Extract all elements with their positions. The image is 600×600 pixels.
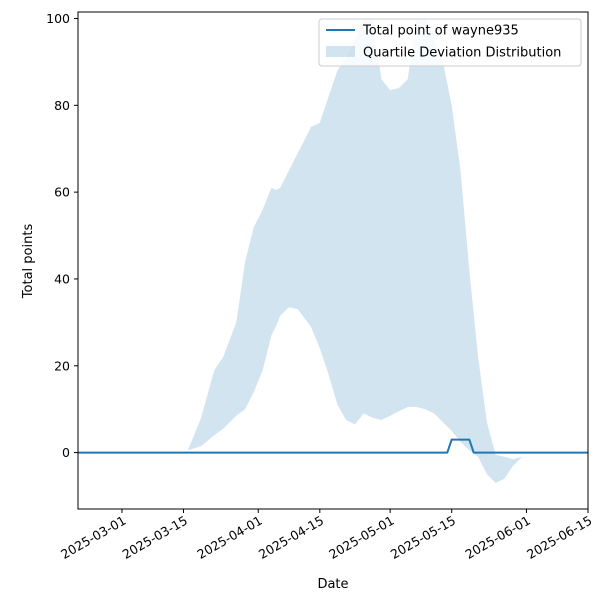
plot-area — [78, 18, 588, 483]
series-line — [78, 438, 588, 454]
legend-entry-line: Total point of wayne935 — [362, 24, 519, 39]
x-tick-label: 2025-04-15 — [256, 513, 326, 562]
x-tick-label: 2025-04-01 — [194, 513, 264, 562]
y-tick-label: 20 — [54, 358, 70, 373]
axes-frame — [77, 11, 589, 510]
x-tick-label: 2025-03-01 — [58, 513, 128, 562]
legend: Total point of wayne935 Quartile Deviati… — [318, 18, 582, 67]
y-axis-label: Total points — [21, 224, 36, 300]
x-axis-label: Date — [317, 577, 348, 592]
quartile-band — [152, 18, 523, 483]
y-tick-label: 0 — [62, 445, 70, 460]
x-tick-label: 2025-06-01 — [462, 513, 532, 562]
y-tick-label: 40 — [54, 271, 70, 286]
y-tick-label: 100 — [46, 11, 70, 26]
x-tick-label: 2025-06-15 — [524, 513, 594, 562]
legend-band-swatch — [326, 46, 355, 57]
x-tick-label: 2025-05-15 — [388, 513, 458, 562]
y-tick-label: 80 — [54, 98, 70, 113]
y-tick-label: 60 — [54, 185, 70, 200]
x-tick-label: 2025-03-15 — [120, 513, 190, 562]
legend-entry-band: Quartile Deviation Distribution — [363, 46, 561, 61]
legend-box — [318, 18, 582, 67]
x-tick-label: 2025-05-01 — [326, 513, 396, 562]
